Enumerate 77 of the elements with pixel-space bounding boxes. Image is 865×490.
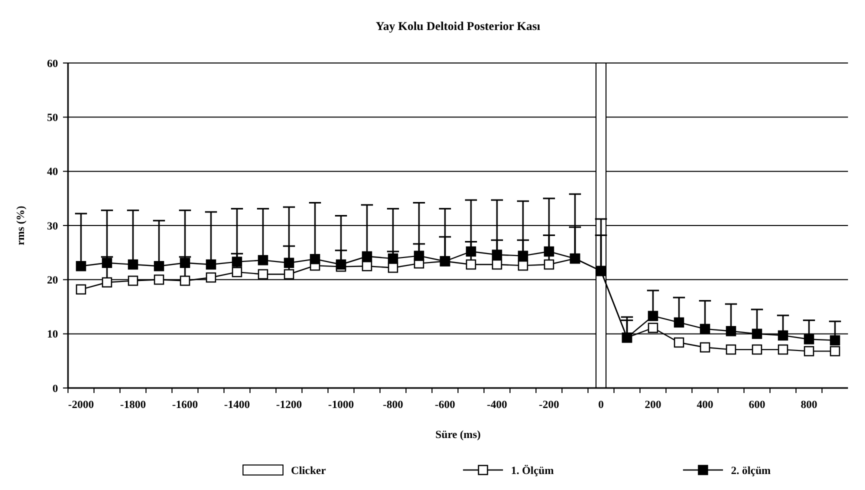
- point: [778, 344, 788, 355]
- chart-title: Yay Kolu Deltoid Posterior Kası: [376, 19, 541, 33]
- point: [154, 261, 164, 272]
- point: [518, 260, 528, 271]
- point: [76, 284, 86, 295]
- x-tick-label: 400: [696, 399, 714, 411]
- point: [284, 258, 294, 268]
- x-tick-label: 0: [598, 399, 604, 411]
- point: [804, 346, 814, 356]
- x-tick-label: -2000: [68, 399, 94, 411]
- point: [128, 259, 138, 270]
- point: [752, 344, 762, 355]
- point: [128, 276, 138, 286]
- point: [284, 269, 294, 280]
- point: [752, 328, 762, 339]
- point: [232, 266, 242, 278]
- point: [726, 326, 736, 336]
- point: [544, 259, 554, 270]
- legend-label: 1. Ölçüm: [511, 464, 554, 477]
- point: [492, 250, 502, 260]
- y-tick-label: 60: [47, 58, 58, 70]
- point: [258, 255, 268, 266]
- x-tick-label: 200: [644, 399, 662, 411]
- point: [336, 259, 346, 270]
- point: [76, 261, 86, 272]
- point: [102, 277, 112, 288]
- y-tick-label: 50: [47, 112, 58, 124]
- point: [388, 262, 398, 273]
- point: [544, 246, 554, 257]
- y-axis-title: rms (%): [15, 205, 27, 246]
- point: [258, 269, 268, 280]
- x-tick-label: -1800: [120, 399, 146, 411]
- y-tick-label: 20: [47, 274, 58, 287]
- x-tick-label: -800: [382, 399, 404, 411]
- point: [310, 254, 320, 264]
- y-tick-label: 10: [47, 328, 58, 341]
- x-axis-title: Süre (ms): [435, 429, 481, 441]
- point: [414, 250, 424, 261]
- point: [180, 258, 190, 268]
- point: [726, 344, 736, 355]
- point: [492, 259, 502, 270]
- x-tick-label: -200: [538, 399, 560, 411]
- x-tick-label: 800: [800, 399, 818, 411]
- legend-label: 2. ölçüm: [731, 464, 771, 477]
- point: [518, 250, 528, 261]
- point: [648, 322, 658, 333]
- point: [102, 258, 112, 268]
- point: [362, 251, 372, 262]
- x-tick-label: -1000: [328, 399, 354, 411]
- point: [180, 276, 190, 286]
- point: [206, 259, 216, 270]
- legend-label: Clicker: [291, 464, 326, 477]
- point: [232, 256, 242, 267]
- point: [466, 259, 476, 270]
- y-tick-label: 40: [47, 166, 58, 178]
- point: [778, 330, 788, 341]
- point: [830, 335, 840, 346]
- point: [700, 324, 710, 334]
- point: [206, 272, 216, 283]
- x-tick-label: -400: [486, 399, 508, 411]
- point: [700, 342, 710, 352]
- point: [830, 346, 840, 356]
- x-tick-label: -600: [434, 399, 456, 411]
- point: [674, 337, 684, 348]
- point: [804, 334, 814, 344]
- x-tick-label: 600: [748, 399, 766, 411]
- x-tick-label: -1600: [172, 399, 198, 411]
- y-tick-label: 30: [47, 220, 58, 232]
- point: [154, 274, 164, 285]
- point: [466, 246, 476, 257]
- point: [388, 253, 398, 264]
- point: [362, 261, 372, 272]
- point: [674, 317, 684, 328]
- point: [648, 310, 658, 322]
- x-tick-label: -1200: [276, 399, 302, 411]
- x-tick-label: -1400: [224, 399, 250, 411]
- y-tick-label: 0: [52, 382, 58, 395]
